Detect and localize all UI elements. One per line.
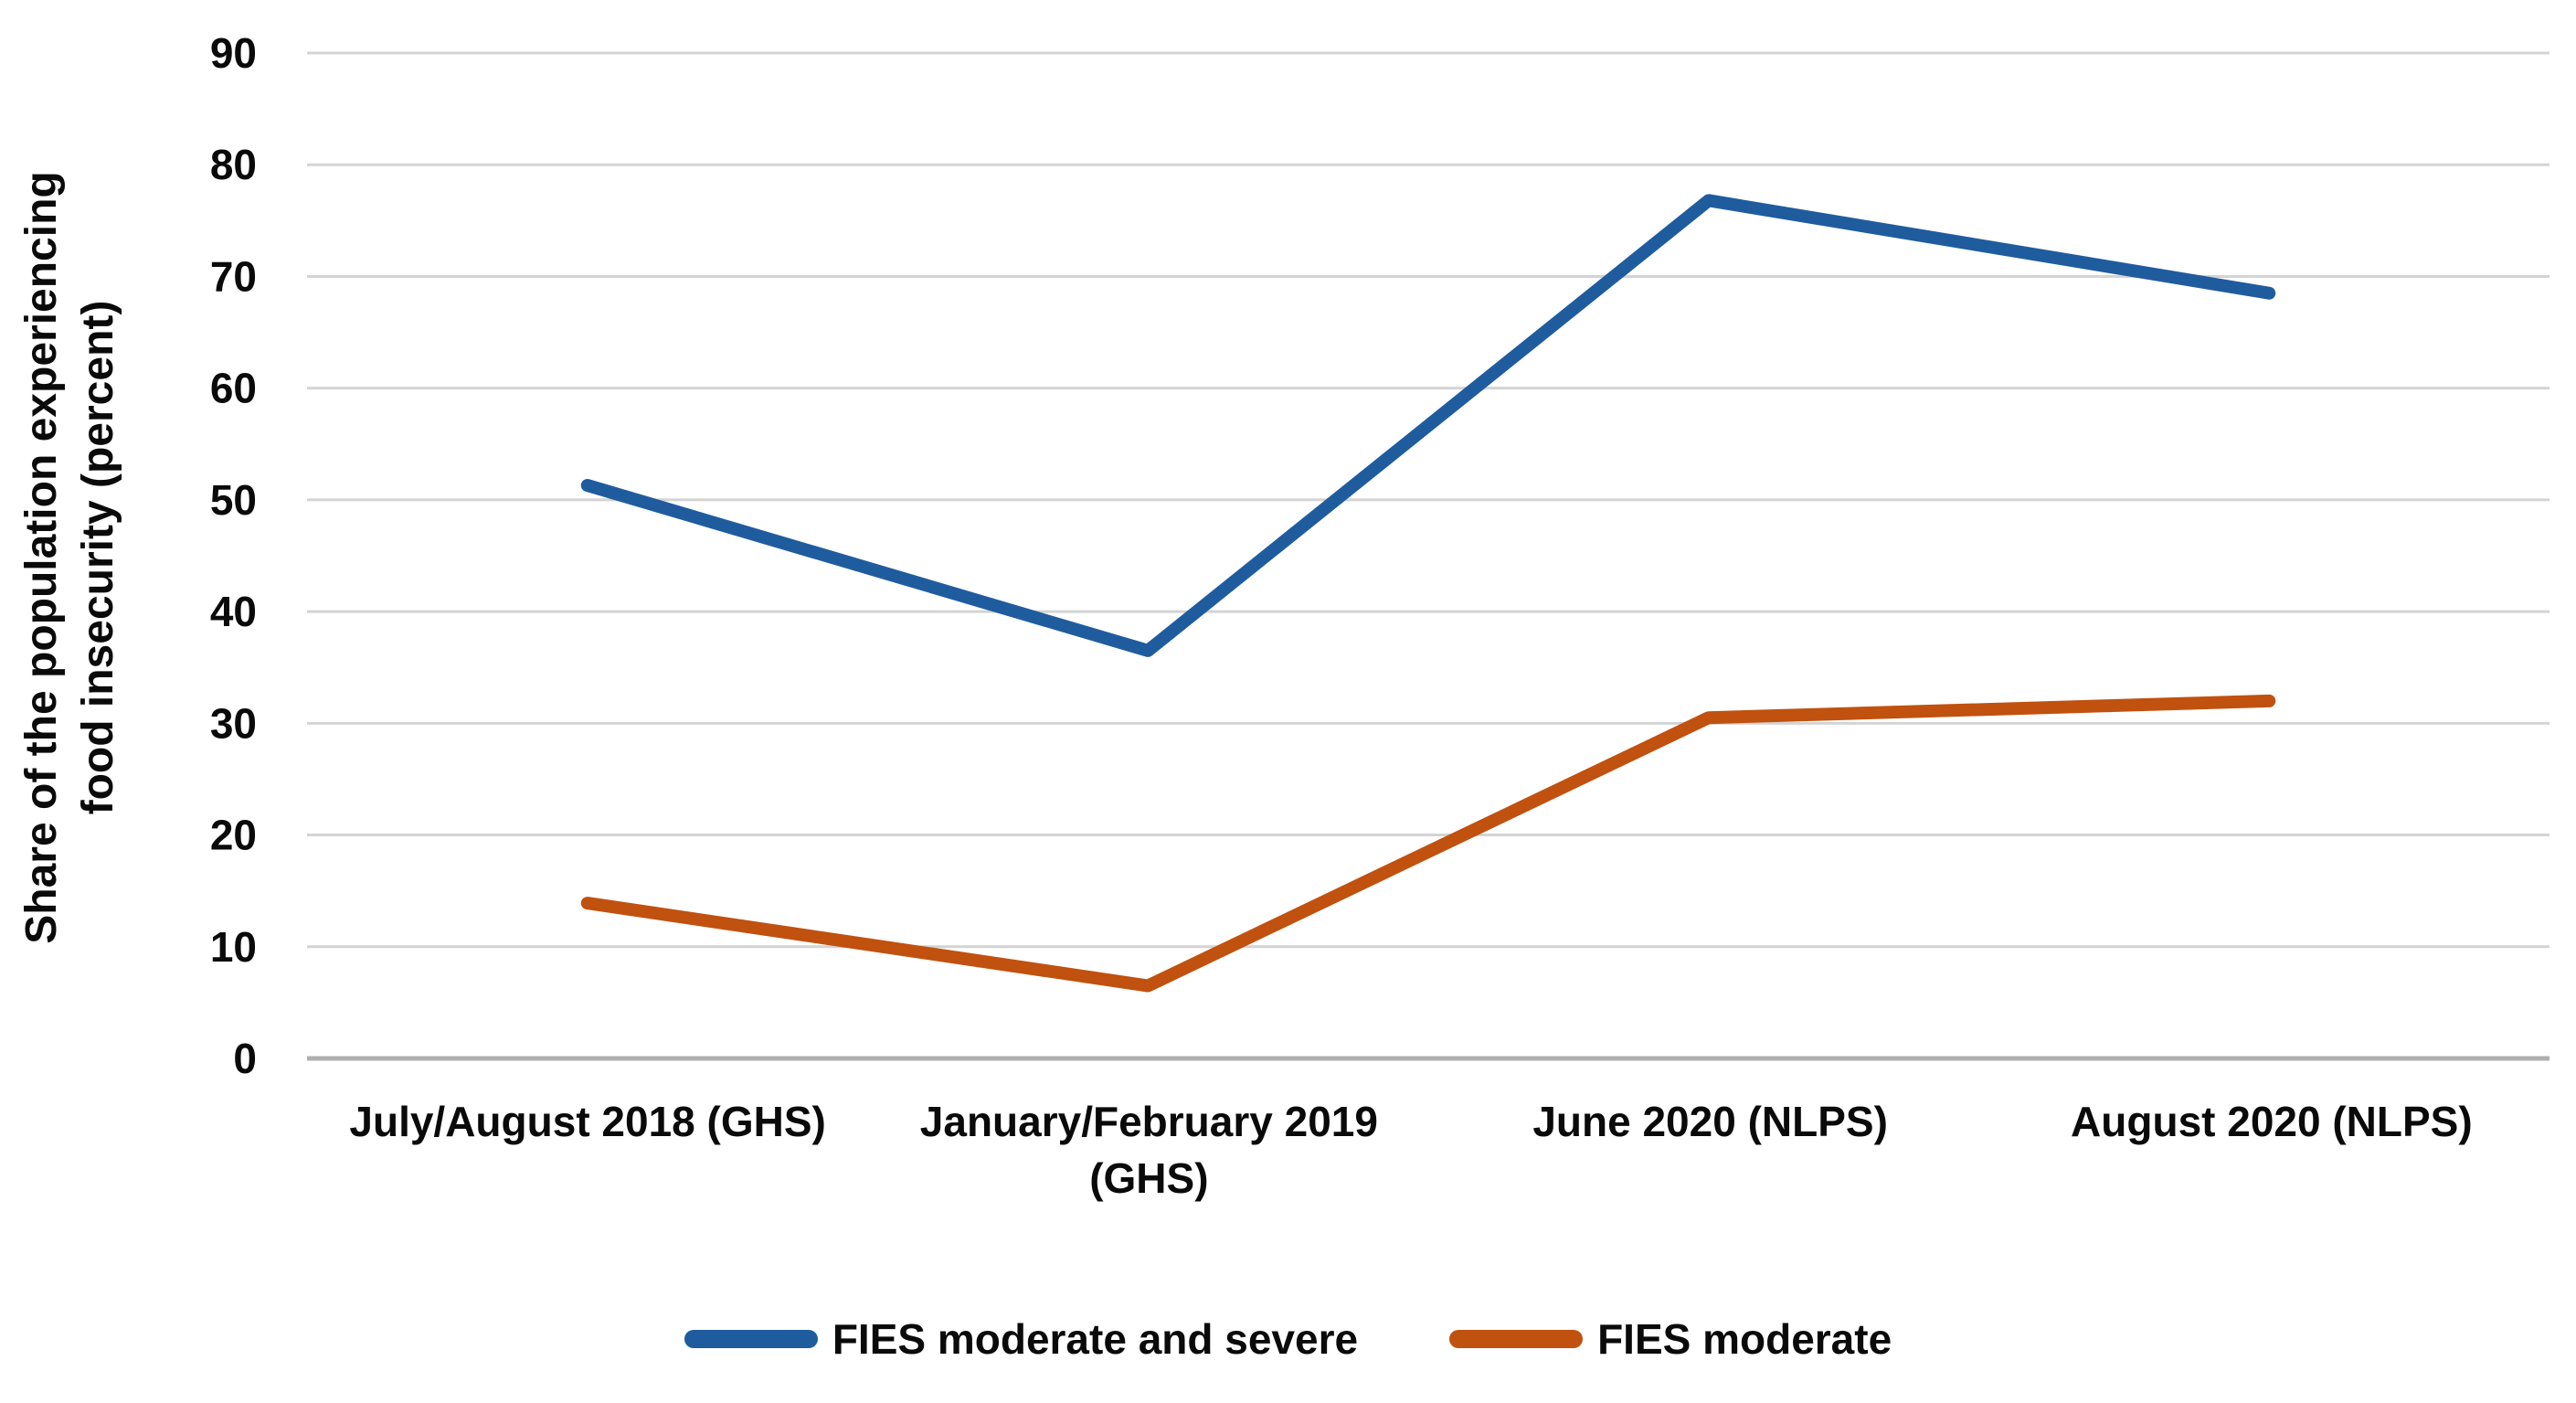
- legend-label: FIES moderate: [1597, 1315, 1892, 1363]
- y-tick-label: 40: [210, 588, 257, 635]
- series-line-fies-moderate-and-severe: [580, 194, 2276, 657]
- y-tick-label: 70: [210, 252, 257, 300]
- y-tick-label: 90: [210, 29, 257, 77]
- y-tick-label: 10: [210, 923, 257, 971]
- x-axis-label: June 2020 (NLPS): [1532, 1098, 1888, 1145]
- legend-item: FIES moderate: [1449, 1314, 1892, 1364]
- legend-label: FIES moderate and severe: [832, 1315, 1359, 1363]
- legend-item: FIES moderate and severe: [684, 1314, 1358, 1364]
- y-tick-label: 0: [233, 1035, 257, 1082]
- y-tick-label: 50: [210, 476, 257, 524]
- series-line-fies-moderate: [580, 694, 2276, 993]
- y-tick-label: 60: [210, 365, 257, 412]
- x-axis-labels: July/August 2018 (GHS) January/February 2…: [307, 1093, 2552, 1206]
- x-axis-label: January/February 2019 (GHS): [919, 1098, 1378, 1202]
- x-axis-label: August 2020 (NLPS): [2071, 1098, 2473, 1145]
- x-axis-label: July/August 2018 (GHS): [349, 1098, 826, 1145]
- y-tick-label: 30: [210, 699, 257, 747]
- y-tick-label: 20: [210, 812, 257, 859]
- legend-swatch-icon: [684, 1330, 818, 1348]
- y-tick-label: 80: [210, 141, 257, 188]
- legend-swatch-icon: [1449, 1330, 1584, 1348]
- legend: FIES moderate and severe FIES moderate: [0, 1314, 2576, 1364]
